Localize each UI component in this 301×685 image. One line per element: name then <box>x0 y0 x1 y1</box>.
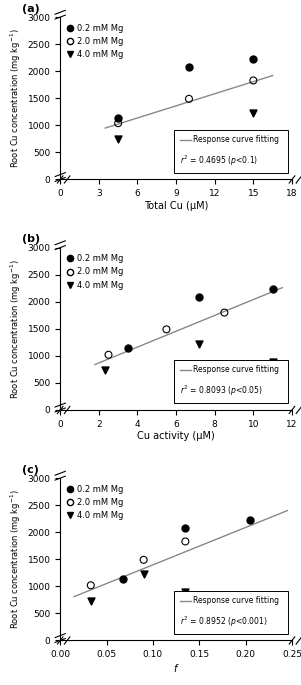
Text: $r^{2}$ = 0.4695 ($p$<0.1): $r^{2}$ = 0.4695 ($p$<0.1) <box>180 153 258 168</box>
Point <box>187 62 191 73</box>
FancyBboxPatch shape <box>174 591 288 634</box>
Point <box>183 536 188 547</box>
Legend: 0.2 mM Mg, 2.0 mM Mg, 4.0 mM Mg: 0.2 mM Mg, 2.0 mM Mg, 4.0 mM Mg <box>64 482 126 523</box>
Text: Response curve fitting: Response curve fitting <box>194 135 279 144</box>
Point <box>164 324 169 335</box>
Y-axis label: Root Cu concentration (mg kg$^{-1}$): Root Cu concentration (mg kg$^{-1}$) <box>9 29 23 168</box>
X-axis label: Total Cu (μM): Total Cu (μM) <box>144 201 208 211</box>
Legend: 0.2 mM Mg, 2.0 mM Mg, 4.0 mM Mg: 0.2 mM Mg, 2.0 mM Mg, 4.0 mM Mg <box>64 252 126 292</box>
Point <box>187 134 191 145</box>
Point <box>102 365 107 376</box>
Point <box>270 357 275 368</box>
FancyBboxPatch shape <box>174 130 288 173</box>
Point <box>116 134 120 145</box>
X-axis label: $f$: $f$ <box>173 662 179 674</box>
Point <box>116 118 120 129</box>
FancyBboxPatch shape <box>174 360 288 403</box>
Point <box>88 580 93 590</box>
Text: $r^{2}$ = 0.8093 ($p$<0.05): $r^{2}$ = 0.8093 ($p$<0.05) <box>180 384 262 399</box>
Point <box>141 569 146 580</box>
Point <box>183 586 188 597</box>
Text: (a): (a) <box>22 4 40 14</box>
X-axis label: Cu activity (μM): Cu activity (μM) <box>137 432 215 441</box>
Point <box>88 595 93 606</box>
Point <box>126 342 130 353</box>
Point <box>197 292 202 303</box>
Point <box>183 523 188 534</box>
Point <box>222 307 227 318</box>
Point <box>121 573 126 584</box>
Point <box>248 514 253 525</box>
Point <box>197 338 202 349</box>
Text: Response curve fitting: Response curve fitting <box>194 596 279 605</box>
Point <box>270 284 275 295</box>
Y-axis label: Root Cu concentration (mg kg$^{-1}$): Root Cu concentration (mg kg$^{-1}$) <box>9 259 23 399</box>
Legend: 0.2 mM Mg, 2.0 mM Mg, 4.0 mM Mg: 0.2 mM Mg, 2.0 mM Mg, 4.0 mM Mg <box>64 21 126 62</box>
Text: $r^{2}$ = 0.8952 ($p$<0.001): $r^{2}$ = 0.8952 ($p$<0.001) <box>180 614 267 629</box>
Point <box>141 554 146 565</box>
Point <box>251 75 256 86</box>
Point <box>116 112 120 123</box>
Point <box>106 349 111 360</box>
Y-axis label: Root Cu concentration (mg kg$^{-1}$): Root Cu concentration (mg kg$^{-1}$) <box>9 490 23 629</box>
Point <box>251 108 256 119</box>
Text: (b): (b) <box>22 234 40 245</box>
Text: Response curve fitting: Response curve fitting <box>194 365 279 375</box>
Text: (c): (c) <box>22 465 39 475</box>
Point <box>251 53 256 64</box>
Point <box>187 93 191 104</box>
